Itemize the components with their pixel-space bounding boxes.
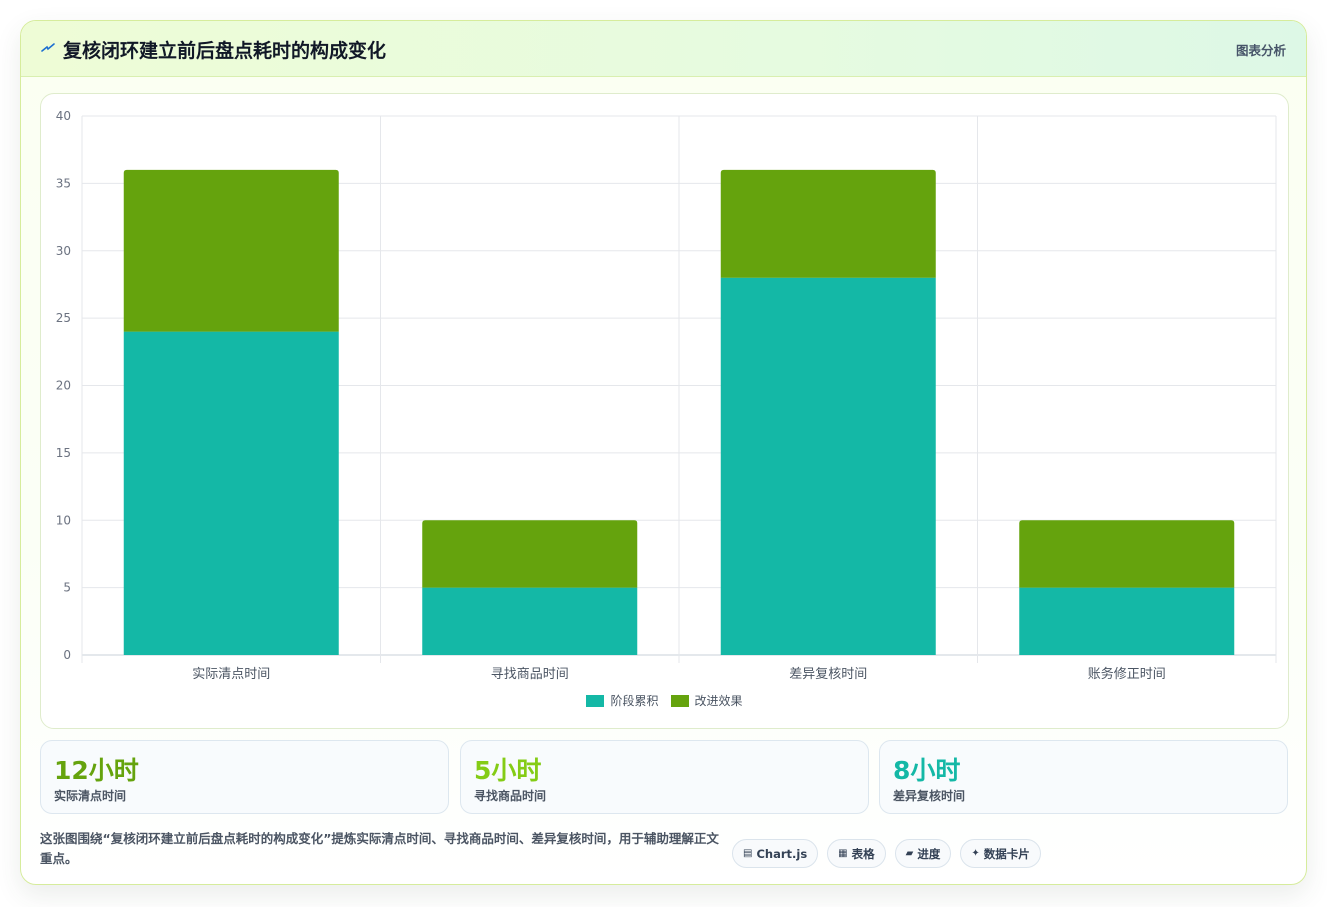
chart-icon: ▤ [743, 848, 753, 859]
bar-segment [123, 331, 339, 655]
tag-label: 表格 [851, 846, 875, 861]
bar-segment [1019, 587, 1235, 655]
x-tick-label: 账务修正时间 [1088, 666, 1166, 682]
legend-item-series-1[interactable]: 改进效果 [670, 692, 743, 709]
stat-value: 5小时 [474, 756, 542, 785]
chart-analysis-label[interactable]: 图表分析 [1235, 43, 1286, 58]
tag-data-card[interactable]: ✦ 数据卡片 [960, 839, 1041, 868]
chart-card: 复核闭环建立前后盘点耗时的构成变化 图表分析 0 5 10 15 20 25 30 35 40 实… [20, 20, 1307, 885]
bar-segment [1019, 520, 1235, 588]
legend-swatch-teal [586, 694, 605, 707]
legend-item-series-0[interactable]: 阶段累积 [586, 692, 659, 709]
stacked-bar-chart: 0 5 10 15 20 25 30 35 40 实际清点时间 寻找商品时间 差异复核时间 账务修正时间 [56, 109, 1277, 682]
tag-chartjs[interactable]: ▤ Chart.js [732, 839, 819, 868]
legend-label: 阶段累积 [610, 694, 659, 708]
x-tick-label: 实际清点时间 [192, 667, 270, 682]
legend-label: 改进效果 [694, 694, 743, 708]
progress-icon: ▰ [905, 848, 914, 859]
y-tick-label: 35 [56, 176, 71, 190]
x-tick-label: 寻找商品时间 [491, 667, 569, 682]
y-tick-label: 25 [56, 311, 71, 325]
chart-panel: 0 5 10 15 20 25 30 35 40 实际清点时间 寻找商品时间 差异复核时间 账务修正时间… [40, 93, 1289, 729]
tag-label: Chart.js [756, 846, 808, 861]
sparkle-icon: ✦ [971, 848, 980, 859]
y-tick-label: 0 [63, 648, 71, 662]
page-title: 复核闭环建立前后盘点耗时的构成变化 [63, 40, 387, 62]
y-tick-label: 40 [56, 109, 71, 123]
stat-card: 8小时 差异复核时间 [879, 740, 1288, 814]
bar-segment [422, 587, 638, 655]
stat-value: 12小时 [54, 756, 139, 785]
bar-segment [720, 169, 936, 278]
tag-label: 进度 [917, 846, 941, 861]
chart-description: 这张图围绕“复核闭环建立前后盘点耗时的构成变化”提炼实际清点时间、寻找商品时间、… [40, 831, 719, 866]
table-icon: ▦ [838, 848, 848, 859]
stat-value: 8小时 [893, 756, 961, 785]
y-tick-label: 10 [56, 513, 71, 527]
stat-label: 寻找商品时间 [474, 789, 547, 803]
bar-segment [422, 520, 638, 588]
tag-table[interactable]: ▦ 表格 [827, 839, 886, 868]
y-tick-label: 5 [63, 581, 71, 595]
stat-card: 12小时 实际清点时间 [40, 740, 449, 814]
bar-segment [720, 277, 936, 655]
tag-list: ▤ Chart.js ▦ 表格 ▰ 进度 ✦ 数据卡片 [732, 839, 1041, 868]
y-tick-label: 15 [56, 446, 71, 460]
stat-card: 5小时 寻找商品时间 [460, 740, 869, 814]
legend-swatch-green [670, 694, 689, 707]
y-tick-label: 30 [56, 244, 71, 258]
stat-label: 差异复核时间 [893, 789, 966, 803]
tag-label: 数据卡片 [983, 846, 1030, 861]
sparkle-icon [41, 43, 55, 52]
y-tick-label: 20 [56, 379, 71, 393]
tag-progress[interactable]: ▰ 进度 [894, 839, 952, 868]
x-tick-label: 差异复核时间 [789, 667, 867, 682]
stat-cards: 12小时 实际清点时间 5小时 寻找商品时间 8小时 差异复核时间 [40, 740, 1289, 814]
stat-label: 实际清点时间 [54, 789, 127, 803]
chart-legend: 阶段累积 改进效果 [41, 692, 1288, 709]
card-header: 复核闭环建立前后盘点耗时的构成变化 图表分析 [21, 21, 1306, 77]
bar-segment [123, 169, 339, 332]
